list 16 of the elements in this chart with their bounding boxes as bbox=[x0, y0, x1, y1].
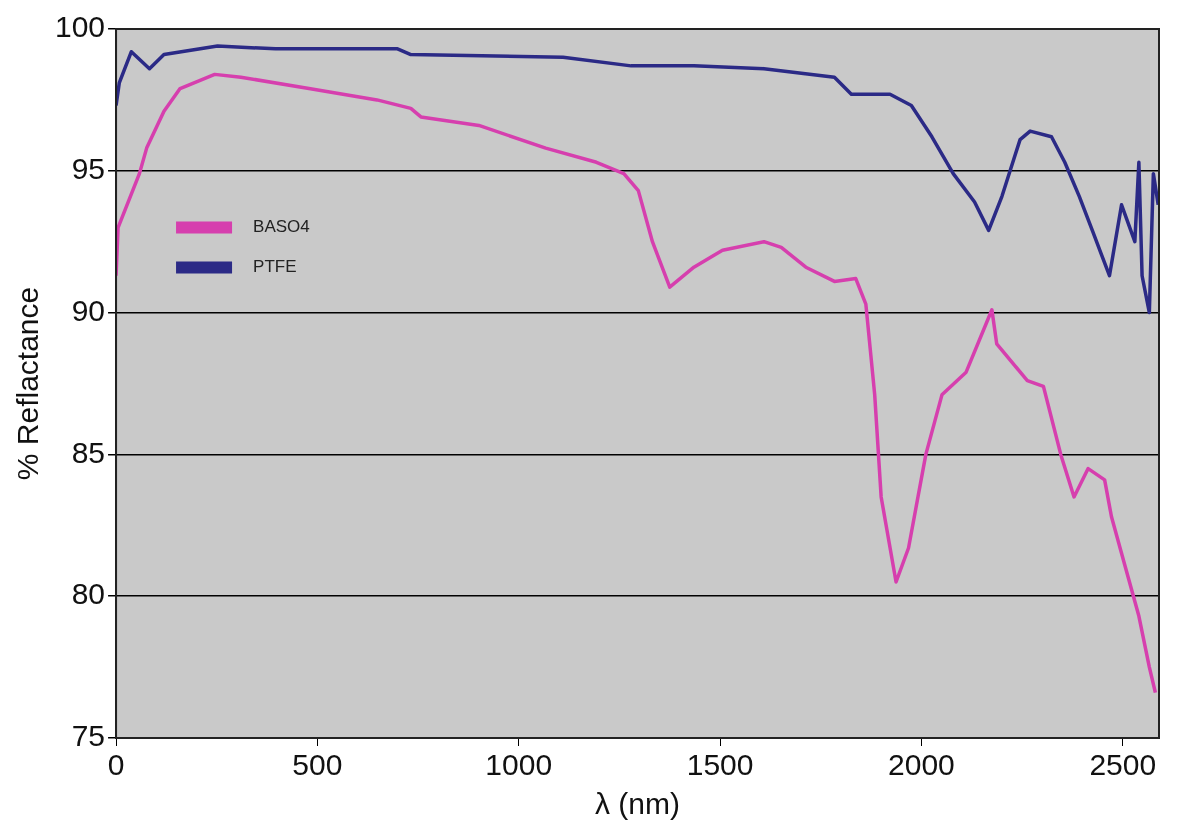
y-axis-title: % Reflactance bbox=[11, 286, 45, 481]
y-tick-label: 80 bbox=[71, 577, 106, 611]
x-tick-label: 1500 bbox=[686, 748, 754, 782]
x-tick-label: 500 bbox=[292, 748, 343, 782]
y-tick-label: 100 bbox=[54, 10, 106, 44]
y-tick-label: 95 bbox=[71, 152, 106, 186]
y-tick-label: 75 bbox=[71, 719, 106, 753]
y-tick-label: 90 bbox=[71, 293, 106, 327]
legend-label: BASO4 bbox=[253, 217, 310, 237]
x-tick-label: 2000 bbox=[888, 748, 955, 782]
x-tick-label: 1000 bbox=[485, 748, 553, 782]
x-tick-label: 0 bbox=[107, 748, 125, 782]
x-tick-label: 2500 bbox=[1089, 748, 1157, 782]
y-tick-label: 85 bbox=[71, 435, 106, 469]
legend-label: PTFE bbox=[253, 257, 297, 277]
x-axis-title: λ (nm) bbox=[595, 787, 681, 821]
